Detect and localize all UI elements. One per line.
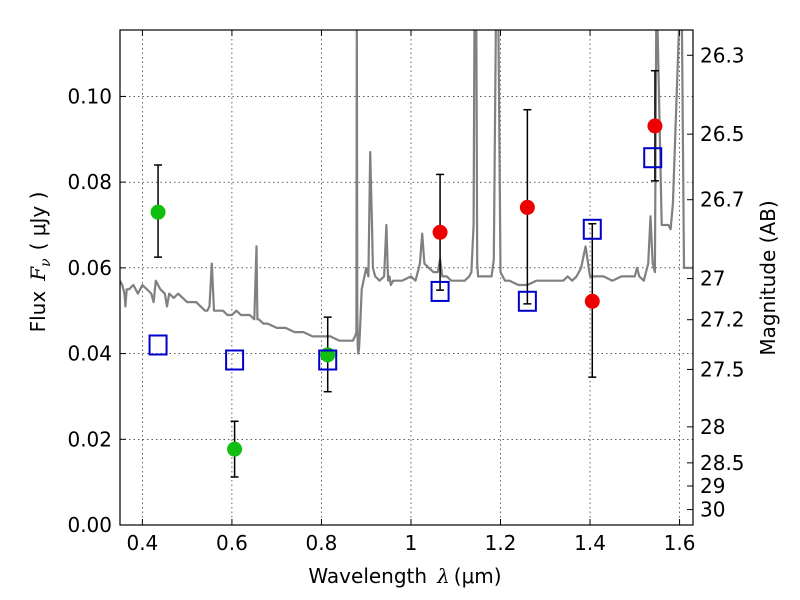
y-tick-label: 0.00 — [67, 513, 112, 537]
model-square — [430, 280, 450, 302]
x-tick-label: 1.2 — [485, 531, 517, 555]
y2-tick-label: 28 — [700, 415, 725, 439]
green-data-point — [227, 441, 243, 457]
y-axis-label: Flux — [26, 291, 50, 333]
y-axis-symbol: F — [26, 266, 50, 282]
model-square — [225, 349, 245, 371]
x-tick-label: 1 — [405, 531, 418, 555]
data-marks — [148, 69, 663, 478]
x-tick-label: 1.6 — [664, 531, 696, 555]
y-axis-unit: ( μJy ) — [26, 192, 50, 251]
red-data-point — [647, 118, 663, 134]
y2-tick-label: 27 — [700, 267, 725, 291]
y-tick-label: 0.10 — [67, 84, 112, 108]
y-tick-label: 0.08 — [67, 170, 112, 194]
x-axis-unit: (μm) — [454, 564, 502, 588]
red-data-point — [432, 224, 448, 240]
y-axis-subscript: ν — [38, 258, 54, 267]
y2-axis-title: Magnitude (AB) — [756, 200, 780, 355]
y-tick-label: 0.02 — [67, 427, 112, 451]
plot-frame — [119, 29, 694, 526]
y-axis-title: Flux Fν ( μJy ) — [26, 192, 54, 333]
x-axis-symbol: λ — [436, 564, 450, 588]
model-square — [318, 349, 338, 371]
y2-tick-label: 30 — [700, 498, 725, 522]
y-tick-label: 0.04 — [67, 342, 112, 366]
y2-tick-label: 28.5 — [700, 451, 745, 475]
y2-tick-label: 26.5 — [700, 122, 745, 146]
axes: 0.4 0.6 0.8 1 1.2 1.4 1.6 0.00 0.02 0.04 0.06 0.08 0… — [67, 30, 745, 555]
y2-tick-label: 27.2 — [700, 308, 745, 332]
y2-tick-label: 26.7 — [700, 188, 745, 212]
model-spectrum — [120, 30, 693, 355]
y2-tick-label: 29 — [700, 474, 725, 498]
x-tick-label: 0.6 — [216, 531, 248, 555]
y2-tick-label: 27.5 — [700, 357, 745, 381]
y2-tick-label: 26.3 — [700, 43, 745, 67]
model-square — [148, 334, 168, 356]
red-data-point — [584, 293, 600, 309]
model-spectrum-line — [120, 30, 693, 355]
x-tick-label: 1.4 — [574, 531, 606, 555]
green-data-point — [150, 204, 166, 220]
model-square — [582, 218, 602, 240]
x-axis-label: Wavelength — [308, 564, 427, 588]
red-data-point — [519, 199, 535, 215]
model-square — [643, 147, 663, 169]
x-tick-label: 0.8 — [306, 531, 338, 555]
model-square — [517, 290, 537, 312]
x-tick-label: 0.4 — [126, 531, 158, 555]
x-axis-title: Wavelength λ (μm) — [308, 564, 501, 588]
y-tick-label: 0.06 — [67, 256, 112, 280]
